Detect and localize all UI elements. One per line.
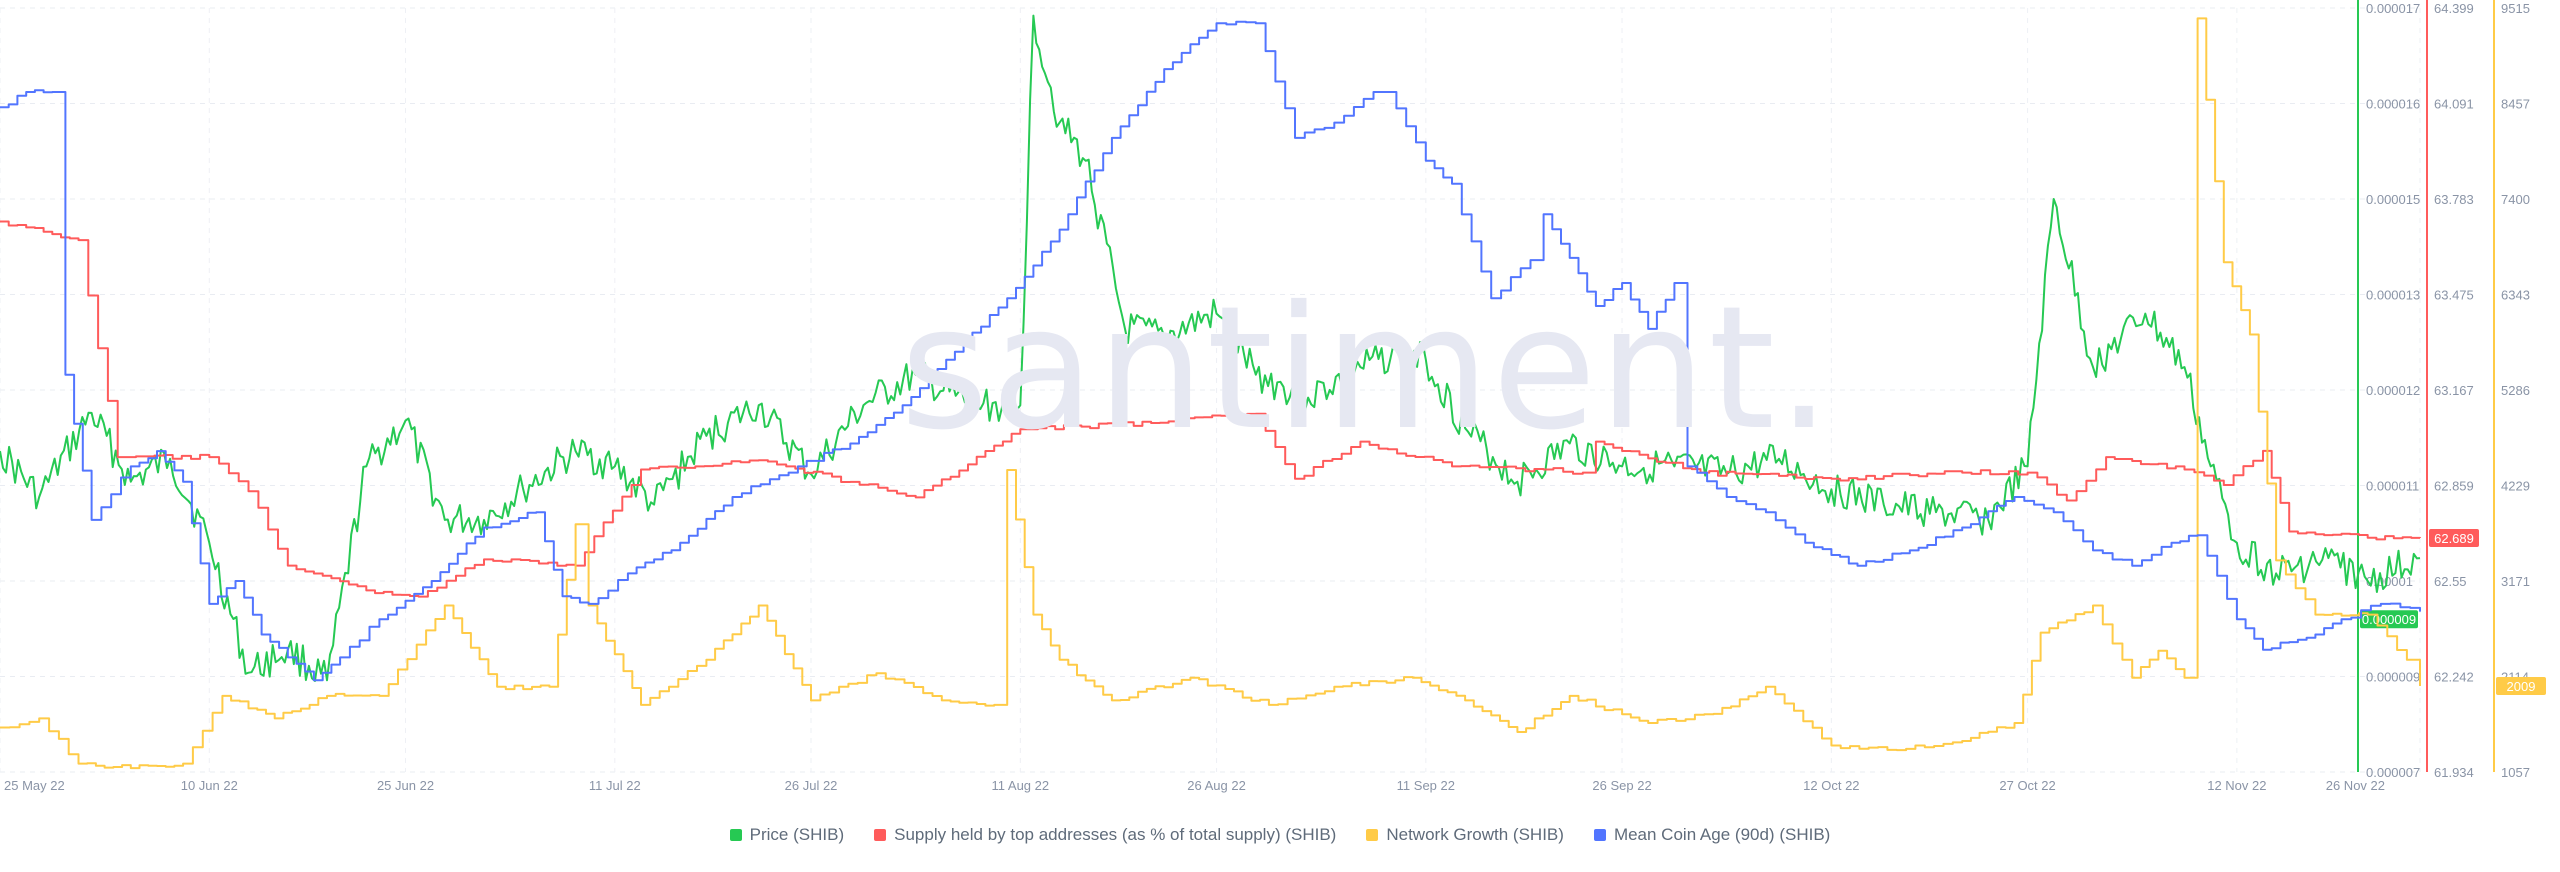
supply-tick-label: 61.934 [2434,765,2474,780]
network-tick-label: 6343 [2501,288,2530,303]
price-tick-label: 0.000011 [2366,479,2419,494]
network-tick-label: 9515 [2501,1,2530,16]
x-tick-label: 26 Aug 22 [1187,778,1246,793]
network-growth-series-line [0,17,2421,770]
x-tick-label: 10 Jun 22 [181,778,238,793]
x-tick-label: 26 Sep 22 [1592,778,1651,793]
network-tick-label: 7400 [2501,192,2530,207]
legend-item-supply[interactable]: Supply held by top addresses (as % of to… [874,825,1336,845]
x-tick-label: 11 Aug 22 [992,778,1050,793]
x-tick-label: 27 Oct 22 [1999,778,2055,793]
supply-tick-label: 62.242 [2434,670,2474,685]
legend: Price (SHIB) Supply held by top addresse… [0,820,2560,850]
legend-swatch-price [729,829,742,841]
supply-value-label: 62.689 [2434,531,2474,546]
legend-label-mean-coin-age: Mean Coin Age (90d) (SHIB) [1613,825,1831,844]
x-tick-label: 12 Oct 22 [1803,778,1859,793]
supply-tick-label: 64.399 [2434,1,2474,16]
mean-coin-age-series-line [0,20,2421,682]
supply-tick-label: 63.475 [2434,288,2474,303]
price-value-label: 0.000009 [2362,612,2416,627]
legend-label-network-growth: Network Growth (SHIB) [1386,825,1564,844]
price-tick-label: 0.000016 [2366,97,2420,112]
x-tick-label: 25 May 22 [4,778,65,793]
network-tick-label: 3171 [2501,574,2530,589]
price-tick-label: 0.000013 [2366,288,2420,303]
legend-swatch-network-growth [1366,829,1379,841]
supply-tick-label: 63.167 [2434,383,2474,398]
price-tick-label: 0.000015 [2366,192,2420,207]
network-value-badge [2496,677,2546,696]
price-tick-label: 0.000009 [2366,670,2420,685]
price-tick-label: 0.000007 [2366,765,2420,780]
price-tick-label: 0.000017 [2366,1,2420,16]
legend-label-supply: Supply held by top addresses (as % of to… [894,825,1337,844]
x-tick-label: 11 Sep 22 [1397,778,1455,793]
network-tick-label: 8457 [2501,97,2530,112]
network-tick-label: 1057 [2501,765,2530,780]
legend-swatch-mean-coin-age [1593,829,1606,841]
legend-item-price[interactable]: Price (SHIB) [729,825,845,845]
network-tick-label: 4229 [2501,479,2530,494]
supply-value-badge [2429,528,2479,547]
legend-swatch-supply [874,829,887,841]
supply-tick-label: 62.859 [2434,479,2474,494]
price-tick-label: 0.000012 [2366,383,2420,398]
x-tick-label: 26 Jul 22 [785,778,838,793]
network-tick-label: 5286 [2501,383,2530,398]
supply-tick-label: 62.55 [2434,574,2467,589]
x-tick-label: 12 Nov 22 [2207,778,2266,793]
supply-tick-label: 63.783 [2434,192,2474,207]
legend-label-price: Price (SHIB) [749,825,845,844]
price-series-line [0,14,2421,682]
x-tick-label: 26 Nov 22 [2326,778,2385,793]
legend-item-network-growth[interactable]: Network Growth (SHIB) [1366,825,1564,845]
supply-tick-label: 64.091 [2434,97,2474,112]
x-tick-label: 25 Jun 22 [377,778,434,793]
network-value-label: 2009 [2507,679,2536,694]
supply-series-line [0,220,2421,598]
legend-item-mean-coin-age[interactable]: Mean Coin Age (90d) (SHIB) [1593,825,1831,845]
x-tick-label: 11 Jul 22 [589,778,641,793]
